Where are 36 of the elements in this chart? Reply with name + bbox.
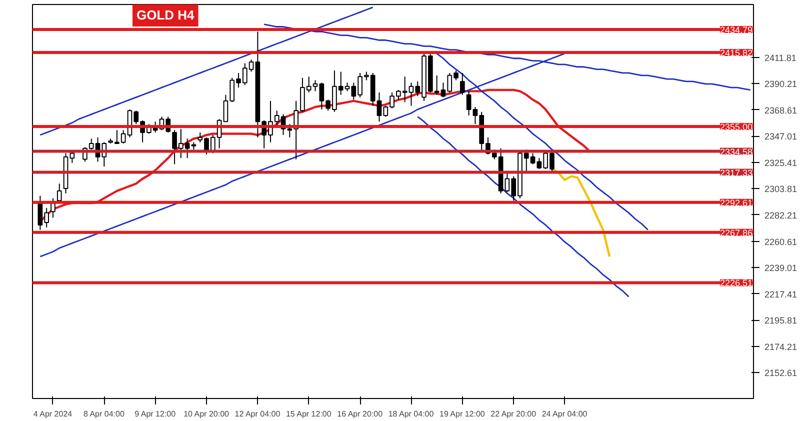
x-tick-label: 8 Apr 04:00 (83, 410, 125, 418)
ref-line-label: 2415.82 (720, 48, 753, 58)
y-tick-label: 2390.21 (764, 79, 798, 90)
y-tick-label: 2152.61 (764, 368, 798, 378)
line-series (416, 116, 630, 298)
x-tick-label: 15 Apr 12:00 (286, 410, 332, 418)
y-tick-label: 2282.21 (764, 210, 798, 220)
y-tick-label: 2325.41 (764, 158, 798, 168)
x-tick-label: 19 Apr 12:00 (440, 410, 486, 418)
y-tick-label: 2260.61 (764, 236, 798, 247)
ref-line-label: 2226.51 (720, 278, 753, 288)
ref-line-label: 2355.00 (720, 122, 753, 132)
x-tick-label: 4 Apr 2024 (33, 410, 73, 418)
chart-title: GOLD H4 (136, 8, 196, 22)
ref-line-label: 2317.33 (720, 168, 753, 178)
y-tick-label: 2347.01 (764, 132, 798, 142)
y-tick-label: 2239.01 (764, 263, 798, 274)
x-tick-label: 12 Apr 04:00 (234, 410, 281, 418)
x-tick-label: 10 Apr 20:00 (184, 410, 230, 418)
x-tick-label: 18 Apr 04:00 (388, 410, 434, 418)
x-tick-label: 9 Apr 12:00 (134, 410, 176, 418)
candlestick (466, 90, 472, 116)
y-tick-label: 2174.21 (764, 342, 798, 352)
x-tick-label: 24 Apr 04:00 (542, 410, 588, 418)
y-tick-label: 2368.61 (764, 105, 798, 116)
ref-line-label: 2292.61 (720, 198, 753, 208)
y-tick-label: 2195.81 (764, 316, 798, 326)
ref-line-label: 2434.79 (720, 24, 753, 35)
y-tick-label: 2217.41 (764, 289, 798, 300)
candlestick (460, 72, 465, 96)
y-tick-label: 2303.81 (764, 184, 798, 194)
y-tick-label: 2411.81 (764, 52, 796, 63)
x-tick-label: 22 Apr 20:00 (490, 410, 537, 418)
ref-line-label: 2334.58 (720, 146, 753, 157)
x-tick-label: 16 Apr 20:00 (337, 410, 384, 418)
ref-line-label: 2267.86 (720, 228, 753, 238)
